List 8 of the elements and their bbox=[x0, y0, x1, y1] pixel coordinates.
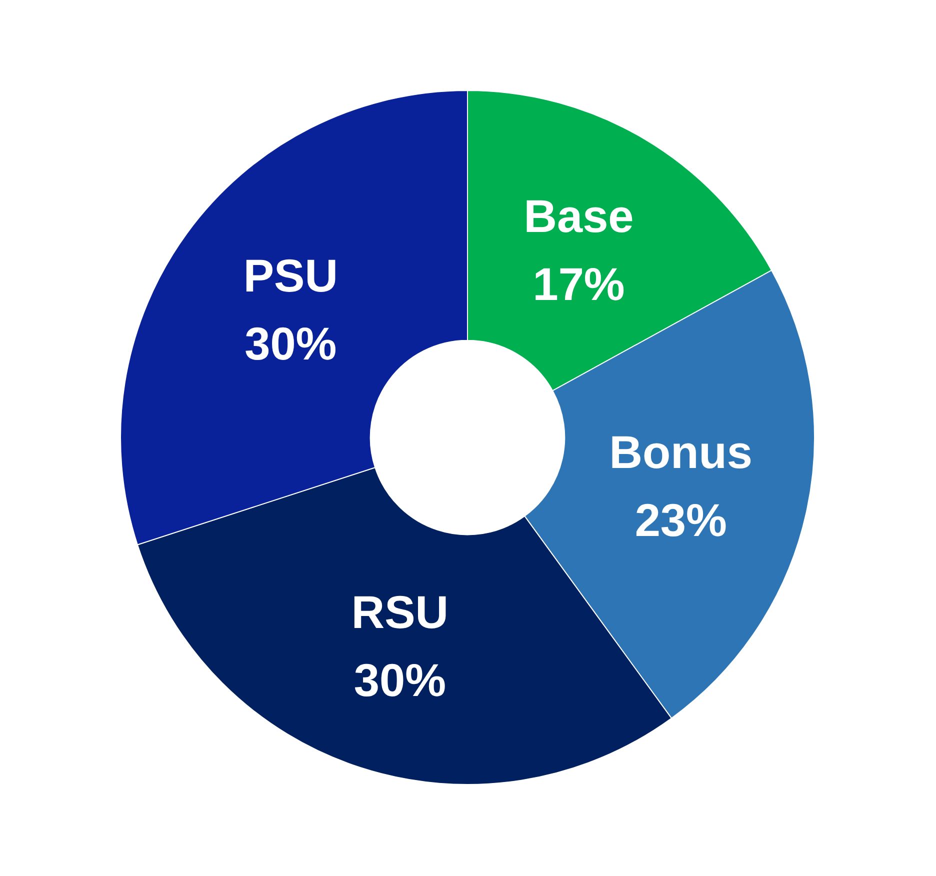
data-label: 23% bbox=[634, 494, 727, 546]
slice-label: Base bbox=[524, 190, 634, 242]
slice-label: RSU bbox=[351, 586, 449, 638]
slice-label: Bonus bbox=[609, 426, 752, 478]
data-label: 30% bbox=[354, 654, 446, 706]
data-label: 30% bbox=[244, 318, 337, 370]
slice-label: PSU bbox=[243, 250, 338, 302]
data-label: 17% bbox=[532, 258, 625, 310]
